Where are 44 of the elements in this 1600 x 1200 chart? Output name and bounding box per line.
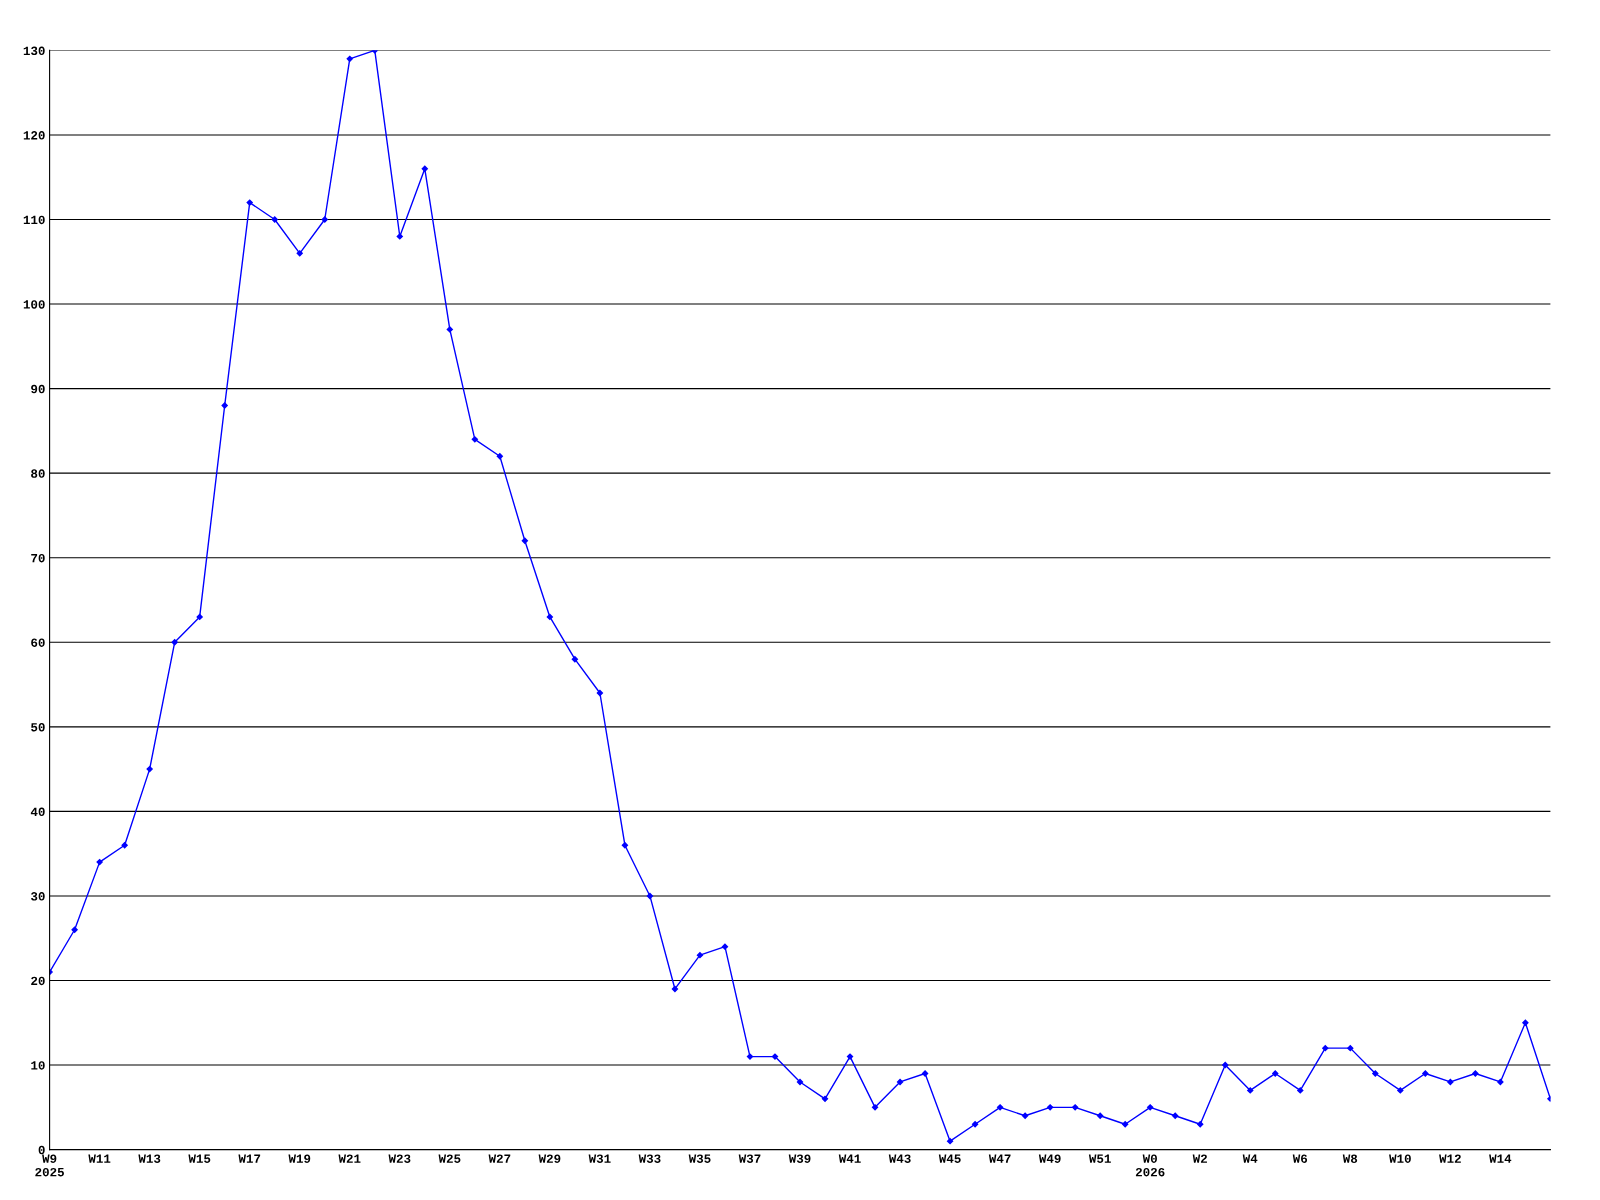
x-tick-label: W35 [688, 1154, 711, 1163]
y-tick-label: 80 [31, 469, 45, 478]
x-tick-label: W12 [1439, 1154, 1461, 1163]
y-tick-label: 100 [23, 300, 45, 309]
x-tick-label: W45 [938, 1154, 961, 1163]
x-tick-label: W39 [788, 1154, 811, 1163]
y-tick-label: 50 [31, 723, 45, 732]
x-tick-label: W31 [588, 1154, 611, 1163]
x-tick-label: W23 [388, 1154, 411, 1163]
x-tick-label: W8 [1342, 1154, 1358, 1163]
y-tick-label: 130 [23, 46, 45, 56]
x-tick-label: W13 [138, 1154, 161, 1163]
x-tick-label: W49 [1038, 1154, 1061, 1163]
x-tick-label: W27 [488, 1154, 511, 1163]
y-tick-label: 10 [31, 1061, 45, 1070]
x-tick-label: W6 [1292, 1154, 1308, 1163]
y-tick-label: 60 [31, 638, 45, 647]
x-tick-label: W0 2026 [1135, 1154, 1165, 1177]
x-tick-label: W4 [1242, 1154, 1258, 1163]
x-tick-label: W10 [1389, 1154, 1411, 1163]
y-tick-label: 40 [30, 807, 45, 817]
y-tick-label: 110 [23, 215, 45, 225]
x-tick-label: W15 [188, 1154, 211, 1163]
y-tick-label: 120 [23, 131, 45, 140]
x-tick-label: W25 [438, 1154, 461, 1163]
y-tick-label: 70 [31, 553, 45, 563]
x-tick-label: W51 [1088, 1154, 1111, 1163]
y-tick-label: 30 [31, 892, 45, 901]
x-tick-label: W43 [888, 1154, 911, 1163]
y-tick-label: 20 [31, 976, 45, 986]
x-tick-label: W19 [288, 1154, 311, 1163]
x-tick-label: W37 [738, 1154, 761, 1163]
x-tick-label: W11 [88, 1154, 111, 1163]
x-tick-label: W2 [1192, 1154, 1207, 1163]
x-tick-label: W14 [1489, 1154, 1512, 1163]
x-tick-label: W17 [238, 1154, 261, 1163]
x-tick-label: W47 [988, 1154, 1011, 1163]
x-tick-label: W33 [638, 1154, 661, 1163]
y-tick-label: 0 [38, 1145, 45, 1155]
x-tick-label: W9 2025 [35, 1154, 64, 1177]
x-tick-label: W21 [338, 1154, 361, 1163]
x-tick-label: W29 [538, 1154, 561, 1163]
y-tick-label: 90 [31, 384, 45, 394]
x-tick-label: W41 [838, 1154, 861, 1163]
